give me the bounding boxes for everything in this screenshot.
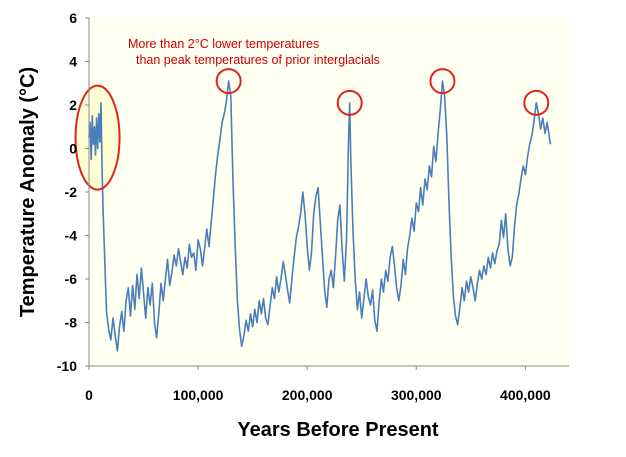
y-axis-ticks: -10 -8 -6 -4 -2 0 2 4 6: [57, 10, 89, 374]
highlight-peak-3: [429, 68, 456, 95]
plot-area: [89, 18, 569, 366]
x-tick-label: 100,000: [173, 387, 224, 403]
y-tick-label: -8: [65, 315, 78, 331]
annotation-line-2: than peak temperatures of prior intergla…: [136, 53, 380, 67]
series-line-0: [88, 80, 552, 352]
y-tick-label: -4: [65, 228, 78, 244]
annotation-line-1: More than 2°C lower temperatures: [128, 37, 319, 51]
x-tick-label: 300,000: [391, 387, 442, 403]
highlight-layer: [74, 68, 550, 191]
highlight-peak-4: [523, 89, 550, 116]
y-tick-label: 2: [69, 97, 77, 113]
x-axis-title: Years Before Present: [237, 419, 439, 441]
series-layer: [75, 80, 552, 352]
y-tick-label: -10: [57, 358, 77, 374]
x-tick-label: 0: [85, 387, 93, 403]
highlight-peak-2: [336, 89, 363, 116]
x-tick-label: 400,000: [500, 387, 551, 403]
x-tick-label: 200,000: [282, 387, 333, 403]
y-tick-label: -2: [65, 184, 78, 200]
y-tick-label: 6: [69, 10, 77, 26]
y-tick-label: 0: [69, 141, 77, 157]
y-tick-label: 4: [69, 54, 77, 70]
highlight-holocene: [74, 84, 121, 191]
highlight-peak-1: [215, 68, 242, 95]
y-tick-label: -6: [65, 271, 78, 287]
x-axis-ticks: 0 100,000 200,000 300,000 400,000: [85, 366, 551, 403]
y-axis-title: Temperature Anomaly (°C): [17, 67, 39, 317]
